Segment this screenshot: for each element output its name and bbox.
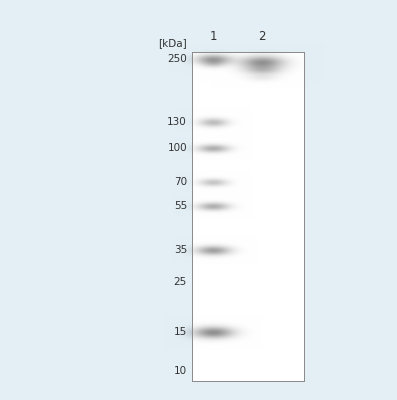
Text: 55: 55 — [174, 201, 187, 211]
Text: 10: 10 — [174, 366, 187, 376]
Text: 35: 35 — [174, 245, 187, 255]
Text: 250: 250 — [167, 54, 187, 64]
Text: 15: 15 — [174, 327, 187, 337]
Text: 130: 130 — [167, 117, 187, 127]
Text: 2: 2 — [258, 30, 266, 43]
Text: 25: 25 — [174, 277, 187, 287]
Text: 1: 1 — [209, 30, 217, 43]
Text: [kDa]: [kDa] — [158, 38, 187, 48]
Text: 100: 100 — [168, 143, 187, 153]
Text: 70: 70 — [174, 177, 187, 187]
